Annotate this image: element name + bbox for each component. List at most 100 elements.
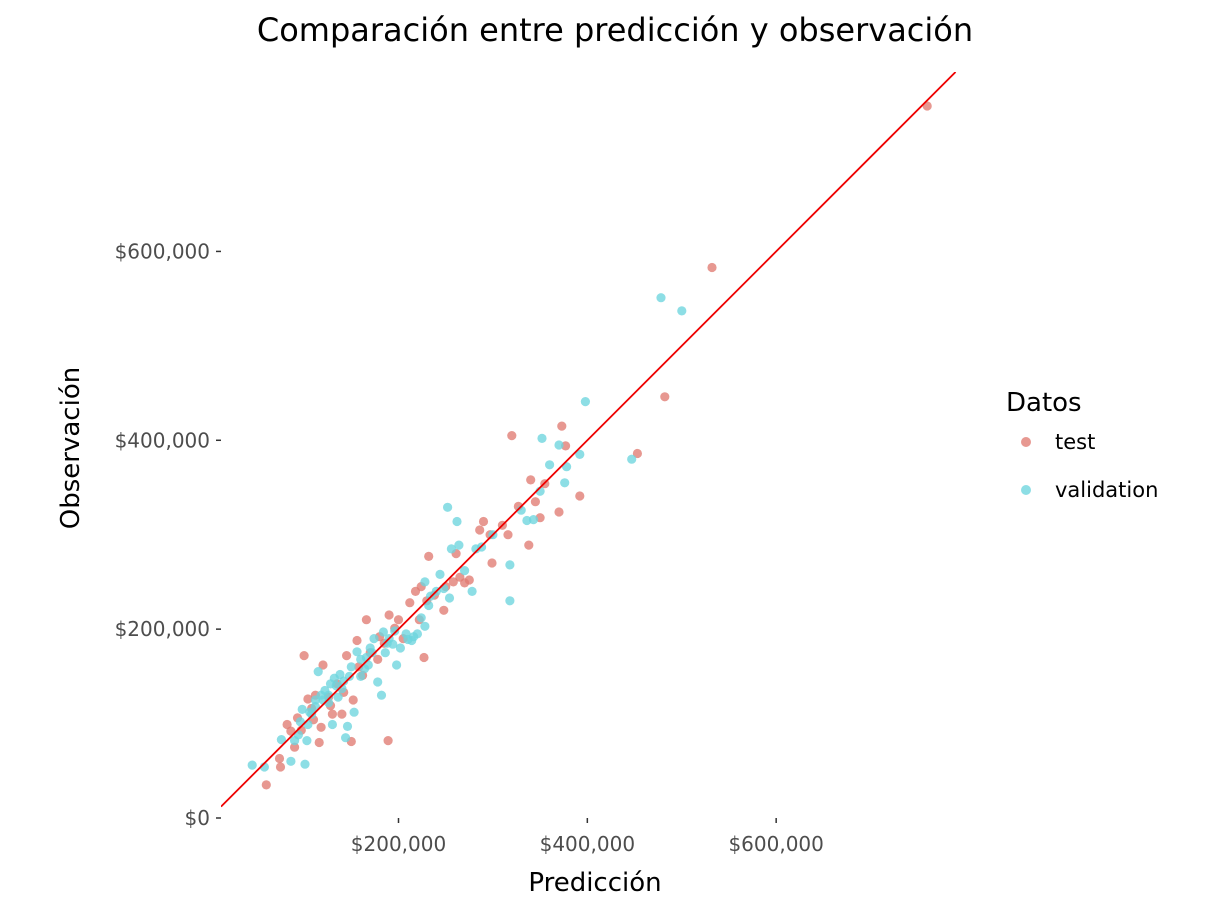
legend-label-test: test	[1055, 430, 1095, 454]
data-point-validation	[575, 449, 585, 459]
chart-title: Comparación entre predicción y observaci…	[257, 11, 973, 49]
data-point-test	[342, 651, 352, 661]
data-point-validation	[325, 679, 336, 689]
data-point-test	[478, 516, 489, 527]
data-point-test	[337, 709, 347, 719]
y-axis: $0 $200,000 $400,000 $600,000	[115, 239, 221, 830]
data-point-validation	[310, 695, 320, 705]
data-point-test	[554, 507, 564, 517]
x-tick-label: $400,000	[540, 832, 635, 856]
data-point-validation	[627, 454, 637, 464]
data-point-validation	[286, 756, 296, 766]
data-point-test	[348, 695, 358, 705]
data-point-validation	[313, 667, 323, 677]
data-point-test	[383, 736, 393, 746]
data-point-validation	[333, 692, 343, 702]
y-tick-label: $600,000	[115, 239, 210, 263]
data-point-validation	[346, 662, 356, 672]
data-point-test	[526, 475, 536, 485]
identity-line	[221, 72, 957, 808]
data-point-test	[530, 497, 541, 507]
data-point-validation	[378, 627, 388, 637]
data-point-test	[316, 722, 326, 732]
data-point-validation	[356, 654, 366, 665]
data-point-validation	[302, 736, 312, 746]
y-tick-label: $0	[185, 806, 210, 830]
data-point-test	[475, 525, 485, 535]
data-point-test	[299, 651, 309, 661]
data-point-validation	[420, 577, 430, 587]
data-point-validation	[656, 293, 666, 303]
legend: Datos test validation	[1006, 388, 1158, 502]
data-point-validation	[352, 647, 362, 657]
legend-label-validation: validation	[1055, 478, 1158, 502]
data-point-validation	[297, 704, 307, 715]
data-point-validation	[342, 721, 353, 732]
data-point-test	[352, 635, 362, 646]
data-point-test	[405, 598, 415, 608]
data-point-validation	[471, 544, 481, 554]
data-point-validation	[409, 632, 419, 642]
data-point-validation	[376, 690, 387, 700]
data-point-validation	[467, 586, 477, 597]
data-point-validation	[327, 719, 337, 730]
data-point-validation	[443, 502, 453, 512]
data-point-validation	[505, 596, 515, 606]
x-tick-label: $200,000	[351, 832, 446, 856]
data-point-test	[318, 660, 328, 670]
data-point-validation	[560, 478, 570, 488]
data-point-validation	[420, 621, 430, 631]
data-point-validation	[454, 540, 464, 550]
data-point-validation	[424, 600, 434, 611]
data-point-validation	[460, 566, 470, 576]
data-point-validation	[341, 733, 351, 743]
y-tick-label: $200,000	[115, 617, 210, 641]
data-point-test	[448, 577, 458, 587]
data-point-test	[575, 491, 585, 501]
data-point-test	[660, 392, 670, 402]
data-point-validation	[537, 433, 547, 443]
data-point-test	[274, 753, 285, 764]
data-point-validation	[382, 638, 392, 648]
data-point-validation	[554, 440, 564, 450]
x-tick-label: $600,000	[728, 832, 823, 856]
x-axis-title: Predicción	[528, 868, 661, 898]
data-point-test	[361, 615, 371, 625]
data-point-test	[282, 719, 292, 730]
data-point-test	[410, 586, 421, 597]
data-point-validation	[356, 671, 366, 682]
data-point-test	[557, 421, 567, 431]
plot-area	[221, 72, 957, 808]
data-point-validation	[247, 760, 257, 770]
data-point-test	[290, 742, 300, 752]
data-point-test	[424, 551, 434, 562]
data-point-validation	[522, 515, 532, 526]
data-point-test	[632, 448, 643, 459]
data-point-validation	[290, 736, 300, 746]
data-point-validation	[677, 306, 687, 316]
data-point-validation	[373, 677, 383, 687]
data-point-test	[419, 652, 429, 663]
data-point-validation	[390, 626, 400, 636]
data-point-validation	[395, 643, 405, 653]
data-point-validation	[318, 695, 328, 705]
data-point-test	[384, 610, 394, 620]
legend-key-test	[1021, 437, 1031, 447]
data-point-validation	[545, 460, 555, 470]
data-point-test	[373, 654, 383, 665]
data-point-test	[275, 762, 286, 772]
data-point-test	[707, 262, 717, 273]
data-point-test	[393, 615, 404, 625]
data-point-test	[455, 572, 465, 582]
y-tick-label: $400,000	[115, 428, 210, 452]
legend-title: Datos	[1006, 388, 1082, 418]
data-point-validation	[300, 759, 310, 769]
data-point-test	[303, 694, 313, 704]
data-point-validation	[392, 660, 402, 670]
data-point-test	[439, 605, 449, 615]
data-point-validation	[580, 397, 591, 407]
data-point-test	[464, 575, 474, 585]
data-point-validation	[505, 560, 515, 570]
data-point-validation	[452, 516, 462, 527]
